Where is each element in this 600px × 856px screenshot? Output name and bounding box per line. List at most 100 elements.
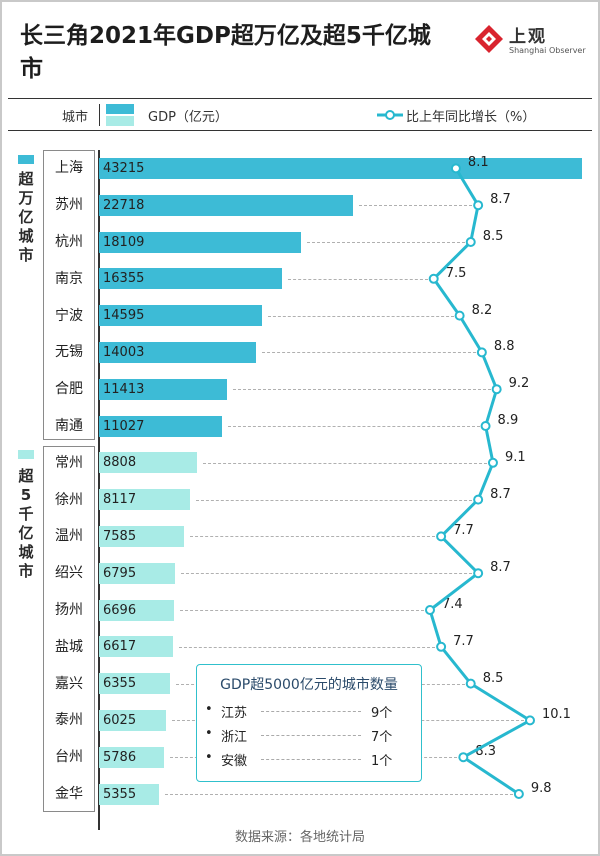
logo: 上观 Shanghai Observer: [474, 22, 586, 62]
growth-value-label: 8.7: [490, 192, 511, 208]
group-2-city-box: [43, 446, 95, 812]
growth-value-label: 10.1: [542, 707, 571, 723]
gdp-value-label: 7585: [103, 528, 137, 544]
group-2-label: 超5千亿城市: [18, 467, 34, 580]
growth-point: [473, 568, 484, 579]
gdp-bar: [99, 636, 173, 658]
header-rule-bottom: [8, 130, 592, 131]
gdp-value-label: 5355: [103, 786, 137, 802]
growth-point: [491, 384, 502, 395]
gdp-bar: [99, 452, 198, 474]
city-label: 南通: [55, 418, 83, 434]
city-label: 杭州: [55, 234, 83, 250]
gdp-bar: [99, 599, 174, 621]
inset-row: • 安徽 1个: [205, 750, 415, 770]
growth-value-label: 7.7: [453, 633, 474, 649]
inset-province: 江苏: [221, 706, 248, 721]
gdp-value-label: 5786: [103, 749, 137, 765]
gdp-value-label: 6617: [103, 639, 137, 655]
city-label: 徐州: [55, 491, 83, 508]
growth-value-label: 7.5: [445, 265, 467, 281]
leader-line: [180, 573, 473, 575]
city-label: 常州: [55, 454, 83, 471]
group-1-label: 超万亿城市: [18, 170, 34, 264]
gdp-value-label: 43215: [103, 160, 145, 176]
bullet-icon: •: [205, 702, 213, 717]
inset-province: 安徽: [221, 754, 248, 769]
growth-value-label: 8.1: [467, 155, 489, 171]
city-label: 扬州: [55, 602, 83, 618]
chart-title: 长三角2021年GDP超万亿及超5千亿城市: [20, 23, 431, 82]
city-label: 泰州: [55, 712, 83, 729]
city-label: 绍兴: [55, 565, 83, 582]
growth-value-label: 9.8: [530, 781, 552, 796]
inset-count: 9个: [371, 706, 393, 721]
gdp-bar: [99, 709, 167, 731]
city-label: 南京: [55, 270, 83, 287]
inset-count: 7个: [371, 730, 393, 745]
gdp-bar: [99, 415, 223, 437]
chart-axis: [98, 150, 100, 830]
growth-point: [465, 237, 476, 247]
leader-line: [189, 536, 436, 538]
gdp-bar: [99, 305, 263, 327]
growth-point: [473, 200, 484, 211]
growth-point: [473, 494, 484, 505]
gdp-bar: [99, 489, 190, 511]
inset-title: GDP超5000亿元的城市数量: [220, 677, 398, 693]
growth-point: [465, 678, 476, 689]
gdp-bar: [99, 194, 353, 216]
gdp-bar: [99, 525, 184, 547]
city-label: 盐城: [55, 638, 83, 655]
city-label: 台州: [55, 749, 83, 766]
growth-point: [480, 421, 491, 431]
gdp-value-label: 6696: [103, 602, 137, 618]
leader-line: [228, 426, 480, 427]
city-label: 苏州: [55, 197, 83, 214]
inset-leader: [261, 711, 361, 712]
leader-line: [307, 242, 465, 243]
growth-point: [428, 273, 439, 284]
growth-value-label: 8.8: [493, 339, 515, 355]
growth-value-label: 8.2: [471, 302, 493, 318]
gdp-bar: [99, 341, 256, 363]
inset-box: GDP超5000亿元的城市数量 • 江苏 9个 • 浙江 7个 • 安徽 1个: [196, 664, 422, 782]
legend-gdp-label: GDP（亿元）: [148, 110, 228, 125]
city-label: 金华: [55, 786, 83, 802]
gdp-value-label: 11413: [103, 381, 145, 397]
inset-leader: [261, 759, 361, 760]
gdp-value-label: 22718: [103, 197, 145, 213]
growth-value-label: 8.5: [482, 229, 504, 244]
city-label: 温州: [55, 528, 83, 545]
city-label: 合肥: [55, 381, 83, 398]
leader-line: [179, 610, 424, 611]
growth-line: [428, 167, 532, 796]
leader-line: [268, 315, 454, 317]
growth-value-label: 7.7: [453, 523, 474, 539]
gdp-value-label: 6025: [103, 712, 137, 728]
growth-point: [525, 715, 535, 726]
inset-province: 浙江: [221, 730, 248, 745]
gdp-value-label: 8808: [103, 455, 137, 471]
gdp-bar: [99, 783, 159, 805]
gdp-bar: [99, 562, 175, 584]
gdp-value-label: 14595: [103, 308, 145, 324]
city-label: 嘉兴: [55, 675, 83, 692]
gdp-value-label: 6355: [103, 676, 137, 692]
leader-line: [232, 389, 491, 391]
inset-row: • 浙江 7个: [205, 726, 415, 746]
inset-row: • 江苏 9个: [205, 702, 415, 722]
gdp-bar: [99, 378, 227, 400]
growth-point: [425, 605, 435, 615]
group-1-city-box: [43, 150, 95, 440]
legend-gdp-swatch: [106, 104, 134, 126]
city-label: 上海: [55, 160, 83, 177]
gdp-bar: [99, 268, 282, 290]
data-source: 数据来源：各地统计局: [234, 830, 365, 845]
growth-point: [436, 531, 447, 542]
group-1-marker: [18, 155, 34, 164]
leader-line: [261, 352, 476, 354]
gdp-value-label: 8117: [103, 492, 137, 508]
